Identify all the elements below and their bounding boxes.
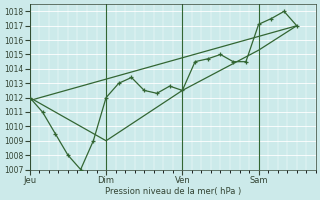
X-axis label: Pression niveau de la mer( hPa ): Pression niveau de la mer( hPa ): [105, 187, 241, 196]
